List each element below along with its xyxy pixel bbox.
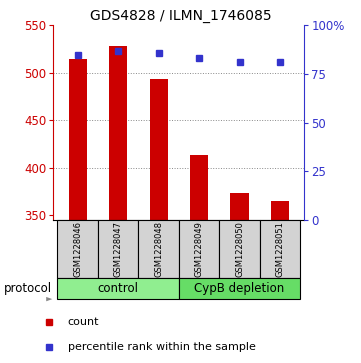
Text: CypB depletion: CypB depletion	[195, 282, 285, 295]
Text: GSM1228048: GSM1228048	[154, 221, 163, 277]
Text: protocol: protocol	[4, 282, 52, 295]
Bar	[57, 220, 98, 278]
Text: GSM1228050: GSM1228050	[235, 221, 244, 277]
Bar	[190, 155, 208, 220]
Bar	[179, 220, 219, 278]
Text: GSM1228046: GSM1228046	[73, 221, 82, 277]
Bar	[138, 220, 179, 278]
Bar	[271, 201, 289, 220]
Bar	[98, 220, 138, 278]
Bar	[219, 220, 260, 278]
Bar	[109, 46, 127, 220]
Text: GSM1228047: GSM1228047	[114, 221, 123, 277]
Text: GDS4828 / ILMN_1746085: GDS4828 / ILMN_1746085	[90, 9, 271, 23]
Text: percentile rank within the sample: percentile rank within the sample	[68, 342, 256, 352]
Bar	[57, 278, 179, 299]
Text: count: count	[68, 318, 99, 327]
Bar	[69, 58, 87, 220]
Bar	[179, 278, 300, 299]
Polygon shape	[46, 297, 52, 301]
Text: GSM1228051: GSM1228051	[275, 221, 284, 277]
Bar	[260, 220, 300, 278]
Bar	[230, 193, 249, 220]
Text: control: control	[98, 282, 139, 295]
Bar	[149, 79, 168, 220]
Text: GSM1228049: GSM1228049	[195, 221, 204, 277]
